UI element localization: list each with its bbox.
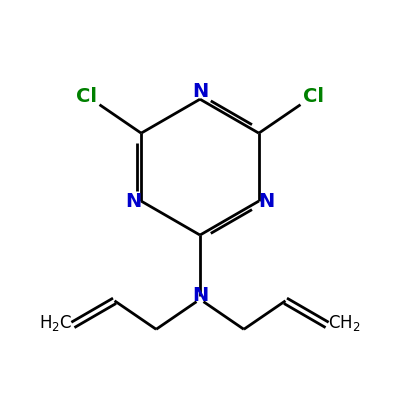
- Text: N: N: [192, 286, 208, 306]
- Text: N: N: [192, 82, 208, 101]
- Text: N: N: [125, 192, 142, 210]
- Text: Cl: Cl: [303, 87, 324, 106]
- Text: CH$_2$: CH$_2$: [328, 313, 361, 333]
- Text: H$_2$C: H$_2$C: [39, 313, 72, 333]
- Text: Cl: Cl: [76, 87, 97, 106]
- Text: N: N: [258, 192, 275, 210]
